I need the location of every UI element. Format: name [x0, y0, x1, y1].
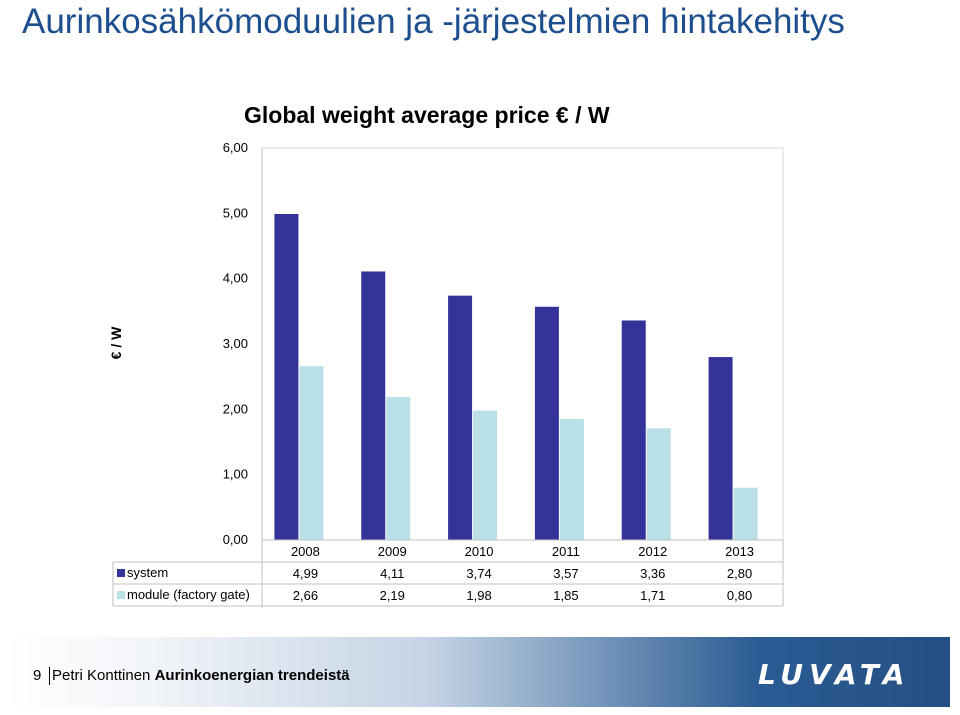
x-tick-label: 2009 [378, 544, 407, 559]
bar-system-2008 [274, 213, 299, 540]
luvata-logo: LUVATA [758, 658, 911, 691]
data-label: 3,36 [640, 566, 665, 581]
x-tick-label: 2013 [725, 544, 754, 559]
data-label: 3,57 [553, 566, 578, 581]
legend-swatch-system [117, 569, 125, 577]
bar-module-2011 [559, 419, 584, 540]
data-label: 1,98 [466, 588, 491, 603]
y-tick-label: 2,00 [223, 401, 248, 416]
legend-label-system: system [127, 565, 168, 580]
data-label: 2,66 [293, 588, 318, 603]
y-tick-label: 5,00 [223, 205, 248, 220]
y-tick-label: 4,00 [223, 271, 248, 286]
bar-system-2013 [708, 357, 733, 540]
data-label: 0,80 [727, 588, 752, 603]
x-tick-label: 2011 [552, 544, 580, 559]
data-label: 1,85 [553, 588, 578, 603]
legend-swatch-module [117, 591, 125, 599]
x-tick-label: 2008 [291, 544, 320, 559]
slide-title: Aurinkosähkömoduulien ja -järjestelmien … [22, 2, 845, 41]
bar-module-2013 [733, 487, 758, 540]
legend-label-module: module (factory gate) [127, 587, 250, 602]
data-label: 2,19 [380, 588, 405, 603]
bar-module-2009 [386, 396, 411, 540]
bar-system-2012 [621, 320, 646, 540]
data-label: 4,11 [380, 566, 404, 581]
bar-system-2010 [448, 295, 473, 540]
data-label: 3,74 [466, 566, 491, 581]
y-tick-label: 1,00 [223, 467, 248, 482]
data-label: 2,80 [727, 566, 752, 581]
data-label: 4,99 [293, 566, 318, 581]
data-label: 1,71 [640, 588, 665, 603]
bar-module-2012 [646, 428, 671, 540]
y-tick-label: 6,00 [223, 140, 248, 155]
bar-system-2009 [361, 271, 386, 540]
y-tick-label: 3,00 [223, 336, 248, 351]
y-tick-label: 0,00 [223, 532, 248, 547]
x-tick-label: 2012 [638, 544, 667, 559]
bar-system-2011 [534, 306, 559, 540]
chart: 0,00 1,00 2,00 3,00 4,00 5,00 6,00 2008 2009 2010… [112, 140, 784, 608]
page-number: 9 [33, 667, 51, 685]
author-name: Petri Konttinen [52, 667, 151, 684]
bar-module-2008 [299, 366, 324, 540]
presentation-topic: Aurinkoenergian trendeistä [154, 667, 350, 684]
footer-text: Petri Konttinen Aurinkoenergian trendeis… [52, 667, 350, 685]
chart-title: Global weight average price € / W [244, 102, 610, 128]
footer: 9 Petri Konttinen Aurinkoenergian trende… [6, 637, 950, 707]
x-tick-label: 2010 [465, 544, 494, 559]
bar-module-2010 [473, 410, 498, 540]
